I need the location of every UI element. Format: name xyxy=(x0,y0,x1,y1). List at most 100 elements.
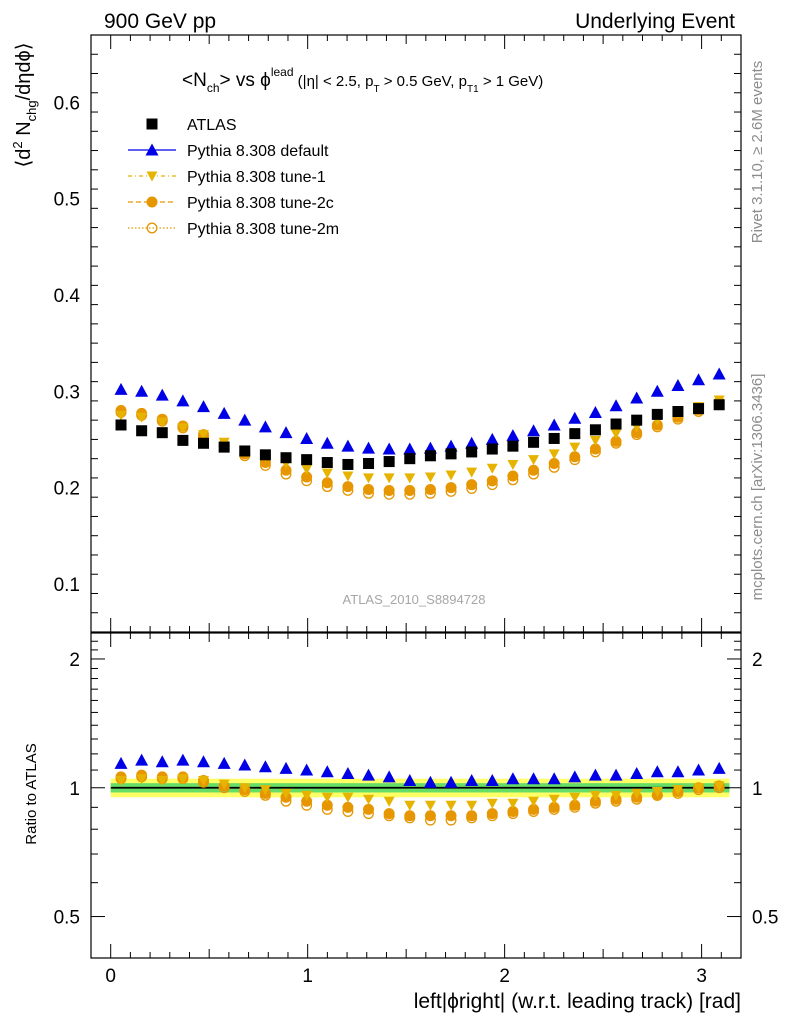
ratio-point xyxy=(589,790,601,801)
main-point xyxy=(301,454,313,466)
main-point xyxy=(589,435,601,446)
main-y-tick-label: 0.5 xyxy=(54,190,80,211)
ratio-point xyxy=(650,765,664,778)
ratio-y-tick-label: 0.5 xyxy=(54,908,80,929)
ratio-series-0 xyxy=(114,753,726,788)
main-point xyxy=(630,391,644,404)
main-point xyxy=(486,463,498,474)
main-point xyxy=(341,439,355,452)
main-point xyxy=(528,455,540,466)
ratio-point xyxy=(301,795,313,807)
main-point xyxy=(424,483,436,495)
main-point xyxy=(610,435,622,447)
main-point xyxy=(362,441,376,454)
legend-label: Pythia 8.308 tune-1 xyxy=(187,169,326,186)
main-point xyxy=(238,413,252,426)
main-point xyxy=(466,467,478,478)
main-point xyxy=(506,429,520,442)
main-point xyxy=(404,473,416,484)
ratio-point xyxy=(507,798,519,809)
main-point xyxy=(114,382,128,395)
main-point xyxy=(383,473,395,484)
title-cuts-end: > 1 GeV) xyxy=(479,73,544,90)
ratio-point xyxy=(217,756,231,769)
title-sub1: T xyxy=(373,84,379,95)
ratio-point xyxy=(630,766,644,779)
ratio-plot-frame: 0 1 2 3 0.5 0.5 1 1 2 2 xyxy=(54,632,778,987)
main-point xyxy=(548,457,560,469)
main-point xyxy=(548,432,560,444)
ratio-point xyxy=(404,800,416,811)
main-point xyxy=(342,458,354,470)
ratio-point xyxy=(609,768,623,781)
main-point xyxy=(485,432,499,445)
ratio-point xyxy=(465,773,479,786)
ratio-point xyxy=(239,783,251,794)
main-point xyxy=(403,442,417,455)
x-tick-label: 3 xyxy=(696,966,707,987)
main-y-tick-label: 0.4 xyxy=(54,286,81,307)
main-point xyxy=(445,448,457,460)
main-point xyxy=(218,441,230,453)
ratio-point xyxy=(548,794,560,805)
x-tick-label: 1 xyxy=(302,966,313,987)
ratio-point xyxy=(198,775,210,786)
ratio-point xyxy=(588,768,602,781)
main-point xyxy=(692,373,706,386)
ratio-point xyxy=(444,775,458,788)
main-y-tick-label: 0.1 xyxy=(54,575,80,596)
main-point xyxy=(610,429,622,440)
ratio-point xyxy=(115,775,127,786)
ratio-point xyxy=(424,800,436,811)
ratio-point xyxy=(383,808,395,820)
main-point xyxy=(239,445,251,457)
main-point xyxy=(383,484,395,496)
y-title-post: /dηdϕ⟩ xyxy=(13,42,35,100)
main-point xyxy=(672,405,684,417)
ratio-point xyxy=(569,799,581,811)
header-left: 900 GeV pp xyxy=(104,10,216,33)
main-point xyxy=(548,449,560,460)
ratio-point xyxy=(692,763,706,776)
main-point xyxy=(155,388,169,401)
ratio-point xyxy=(672,785,684,796)
ratio-point xyxy=(156,775,168,786)
ratio-y-tick-label-right: 2 xyxy=(752,650,763,671)
main-point xyxy=(424,472,436,483)
main-point xyxy=(321,457,333,469)
legend-label: ATLAS xyxy=(187,117,237,134)
legend-entry: Pythia 8.308 default xyxy=(128,143,329,160)
mcplots-label: mcplots.cern.ch [arXiv:1306.3436] xyxy=(749,374,766,601)
main-plot-border xyxy=(90,34,742,633)
ratio-point xyxy=(527,772,541,785)
y-title-sup: 2 xyxy=(10,141,25,148)
title-sub2: T1 xyxy=(467,84,479,95)
main-point xyxy=(631,427,643,439)
main-series-1 xyxy=(114,367,726,455)
ratio-point xyxy=(382,770,396,783)
main-point xyxy=(507,470,519,482)
main-point xyxy=(301,464,313,475)
main-point xyxy=(445,470,457,481)
main-point xyxy=(115,410,127,421)
main-point xyxy=(320,436,334,449)
ratio-point xyxy=(466,810,478,822)
main-point xyxy=(424,450,436,462)
main-point xyxy=(258,420,272,433)
legend-marker xyxy=(146,222,158,234)
y-axis-title: ⟨d2 Nchg/dηdϕ⟩ xyxy=(10,42,39,167)
main-point xyxy=(650,384,664,397)
y-title-pre: ⟨d xyxy=(13,149,35,168)
main-point xyxy=(569,442,581,453)
main-point xyxy=(713,399,725,411)
ratio-point xyxy=(114,756,128,769)
legend-marker xyxy=(145,143,159,156)
main-point xyxy=(301,471,313,483)
legend-marker xyxy=(146,118,158,130)
main-point xyxy=(259,449,271,461)
main-point xyxy=(280,452,292,464)
ratio-point xyxy=(486,798,498,809)
main-point xyxy=(589,443,601,455)
ratio-point xyxy=(341,766,355,779)
